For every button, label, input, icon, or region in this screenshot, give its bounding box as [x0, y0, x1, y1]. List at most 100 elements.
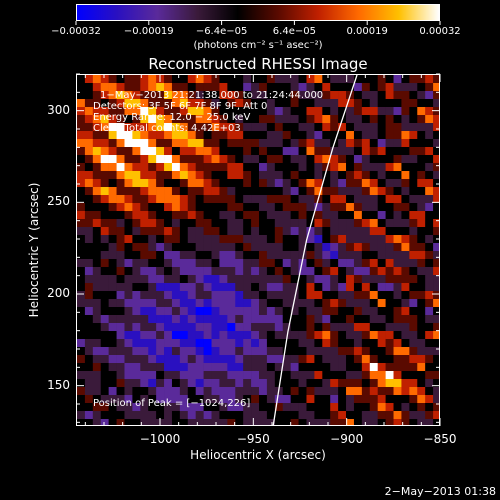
heatmap-cell [211, 283, 220, 292]
heatmap-cell [369, 259, 378, 268]
heatmap-cell [298, 251, 307, 260]
heatmap-cell [377, 403, 386, 412]
heatmap-cell [369, 75, 378, 84]
heatmap-cell [116, 187, 125, 196]
heatmap-cell [346, 283, 355, 292]
heatmap-cell [346, 195, 355, 204]
heatmap-cell [148, 115, 157, 124]
heatmap-cell [361, 315, 371, 324]
heatmap-cell [251, 83, 260, 92]
heatmap-cell [156, 283, 165, 292]
heatmap-cell [108, 419, 117, 425]
heatmap-cell [417, 171, 426, 180]
heatmap-cell [227, 91, 236, 100]
heatmap-cell [266, 387, 276, 396]
heatmap-cell [353, 203, 363, 212]
heatmap-cell [361, 267, 371, 276]
heatmap-cell [274, 283, 284, 292]
heatmap-cell [314, 411, 323, 420]
heatmap-cell [84, 131, 94, 140]
heatmap-cell [100, 123, 109, 132]
heatmap-cell [164, 211, 173, 220]
heatmap-cell [100, 411, 109, 420]
heatmap-cell [361, 235, 371, 244]
heatmap-cell [266, 419, 276, 425]
colorbar-tick-label: 6.4e−05 [272, 26, 316, 37]
heatmap-cell [282, 283, 291, 292]
heatmap-cell [92, 403, 102, 412]
heatmap-cell [298, 291, 307, 300]
heatmap-cell [132, 187, 141, 196]
heatmap-cell [417, 219, 426, 228]
heatmap-cell [259, 235, 268, 244]
heatmap-cell [417, 371, 426, 380]
heatmap-cell [211, 139, 220, 148]
heatmap-cell [425, 163, 434, 172]
heatmap-cell [187, 235, 196, 244]
heatmap-cell [156, 147, 165, 156]
heatmap-cell [417, 291, 426, 300]
heatmap-cell [346, 219, 355, 228]
heatmap-cell [346, 259, 355, 268]
method-label: Clean Total counts: 4.42E+03 [93, 123, 241, 134]
heatmap-cell [132, 179, 141, 188]
heatmap-cell [353, 259, 363, 268]
heatmap-cell [322, 243, 331, 252]
heatmap-cell [346, 275, 355, 284]
heatmap-cell [433, 115, 439, 124]
heatmap-cell [124, 179, 133, 188]
heatmap-cell [409, 203, 418, 212]
heatmap-cell [330, 163, 339, 172]
heatmap-cell [148, 355, 157, 364]
heatmap-cell [203, 187, 212, 196]
heatmap-cell [140, 403, 149, 412]
heatmap-cell [171, 107, 181, 116]
heatmap-cell [140, 283, 149, 292]
heatmap-cell [140, 203, 149, 212]
heatmap-cell [100, 147, 109, 156]
heatmap-cell [433, 147, 439, 156]
heatmap-cell [409, 331, 418, 340]
heatmap-cell [361, 75, 371, 84]
heatmap-cell [187, 267, 196, 276]
heatmap-cell [282, 251, 291, 260]
heatmap-cell [92, 339, 102, 348]
heatmap-cell [353, 163, 363, 172]
heatmap-cell [92, 347, 102, 356]
heatmap-cell [346, 171, 355, 180]
heatmap-cell [140, 315, 149, 324]
heatmap-cell [401, 283, 410, 292]
heatmap-cell [195, 155, 204, 164]
heatmap-cell [251, 395, 260, 404]
heatmap-cell [148, 91, 157, 100]
heatmap-cell [385, 323, 394, 332]
heatmap-cell [306, 139, 315, 148]
heatmap-cell [282, 339, 291, 348]
heatmap-cell [314, 267, 323, 276]
heatmap-cell [171, 275, 181, 284]
heatmap-cell [298, 75, 307, 84]
heatmap-cell [401, 155, 410, 164]
heatmap-cell [116, 275, 125, 284]
heatmap-cell [298, 387, 307, 396]
heatmap-cell [282, 131, 291, 140]
heatmap-cell [361, 139, 371, 148]
heatmap-cell [132, 83, 141, 92]
heatmap-cell [203, 115, 212, 124]
heatmap-cell [377, 91, 386, 100]
heatmap-cell [377, 307, 386, 316]
heatmap-cell [409, 347, 418, 356]
heatmap-cell [219, 139, 228, 148]
heatmap-cell [409, 371, 418, 380]
heatmap-cell [290, 131, 299, 140]
heatmap-cell [401, 211, 410, 220]
heatmap-cell [298, 171, 307, 180]
heatmap-cell [132, 219, 141, 228]
heatmap-cell [243, 131, 252, 140]
heatmap-cell [251, 267, 260, 276]
heatmap-cell [156, 307, 165, 316]
heatmap-cell [353, 315, 363, 324]
heatmap-cell [385, 179, 394, 188]
heatmap-cell [235, 331, 244, 340]
heatmap-cell [227, 83, 236, 92]
